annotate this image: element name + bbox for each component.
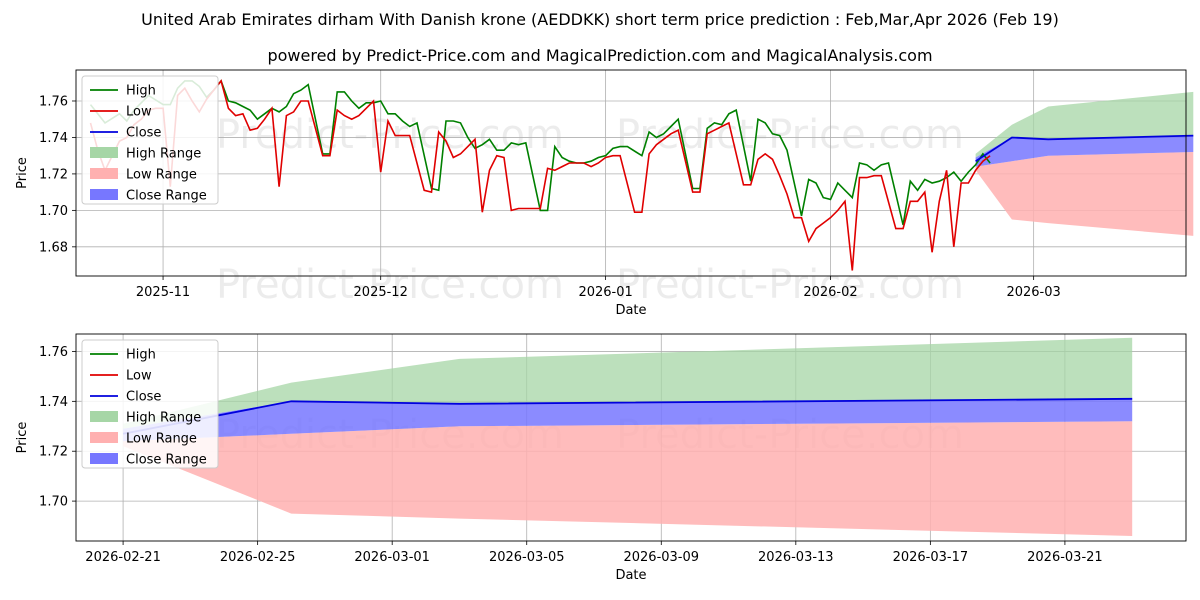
p0-close-series-line xyxy=(975,134,1194,162)
p0-high-series-line xyxy=(89,79,991,226)
p0-y-tick-label: 1.76 xyxy=(39,94,68,109)
p1-close-range-band xyxy=(123,398,1133,442)
p0-low-series-line xyxy=(89,79,991,271)
p0-close-range-band xyxy=(975,135,1194,167)
p0-legend-low-range-label: Low Range xyxy=(126,168,197,183)
p1-legend-close-range-swatch xyxy=(90,453,118,464)
p1-legend-high-label: High xyxy=(126,348,156,363)
p0-legend-high-range-swatch xyxy=(90,147,118,158)
p1-low-range-band xyxy=(123,421,1133,536)
p1-legend-high-range-label: High Range xyxy=(126,411,201,426)
p0-y-axis-label: Price xyxy=(15,157,30,189)
p0-legend-low-range-swatch xyxy=(90,168,118,179)
p1-x-tick-label: 2026-02-21 xyxy=(85,550,161,565)
p1-x-tick-label: 2026-03-17 xyxy=(893,550,969,565)
p1-legend-low-range-swatch xyxy=(90,432,118,443)
p1-x-tick-label: 2026-03-01 xyxy=(354,550,430,565)
p1-x-tick-label: 2026-03-09 xyxy=(623,550,699,565)
p1-x-tick-label: 2026-03-05 xyxy=(489,550,565,565)
p1-legend-close-range-label: Close Range xyxy=(126,453,207,468)
p0-y-tick-label: 1.70 xyxy=(39,204,68,219)
p0-legend-close-range-swatch xyxy=(90,189,118,200)
p1-y-axis-label: Price xyxy=(15,422,30,454)
p0-legend-high-range-label: High Range xyxy=(126,147,201,162)
p1-y-tick-label: 1.74 xyxy=(39,395,68,410)
p1-x-tick-label: 2026-02-25 xyxy=(220,550,296,565)
p1-y-tick-label: 1.72 xyxy=(39,445,68,460)
p0-x-tick-label: 2025-12 xyxy=(354,285,408,300)
p1-x-tick-label: 2026-03-13 xyxy=(758,550,834,565)
p1-y-tick-label: 1.70 xyxy=(39,495,68,510)
p0-x-tick-label: 2026-03 xyxy=(1006,285,1060,300)
p0-watermark: Predict-Price.com xyxy=(616,262,964,308)
p1-legend-high-range-swatch xyxy=(90,411,118,422)
chart-subtitle: powered by Predict-Price.com and Magical… xyxy=(267,46,933,65)
p0-legend-low-label: Low xyxy=(126,105,152,120)
p0-legend-high-label: High xyxy=(126,84,156,99)
p1-legend-low-label: Low xyxy=(126,369,152,384)
p0-legend-close-range-label: Close Range xyxy=(126,189,207,204)
p0-x-tick-label: 2026-02 xyxy=(803,285,857,300)
p0-y-tick-label: 1.72 xyxy=(39,167,68,182)
p0-watermark: Predict-Price.com xyxy=(216,112,564,158)
p0-low-range-band xyxy=(975,152,1194,236)
p1-legend-low-range-label: Low Range xyxy=(126,432,197,447)
p1-y-tick-label: 1.76 xyxy=(39,345,68,360)
p0-watermark: Predict-Price.com xyxy=(616,112,964,158)
p0-legend-close-label: Close xyxy=(126,126,161,141)
chart-title: United Arab Emirates dirham With Danish … xyxy=(141,10,1059,29)
p1-x-tick-label: 2026-03-21 xyxy=(1027,550,1103,565)
p1-high-range-band xyxy=(123,337,1133,429)
p1-x-axis-label: Date xyxy=(615,568,646,583)
p0-watermark: Predict-Price.com xyxy=(216,262,564,308)
p0-axes-frame xyxy=(75,69,1187,277)
p0-high-range-band xyxy=(975,91,1194,158)
p1-legend-close-label: Close xyxy=(126,390,161,405)
p0-x-tick-label: 2025-11 xyxy=(136,285,190,300)
p0-y-tick-label: 1.68 xyxy=(39,240,68,255)
p0-x-axis-label: Date xyxy=(615,303,646,318)
p0-y-tick-label: 1.74 xyxy=(39,131,68,146)
p1-axes-frame xyxy=(75,333,1187,542)
p0-x-tick-label: 2026-01 xyxy=(578,285,632,300)
